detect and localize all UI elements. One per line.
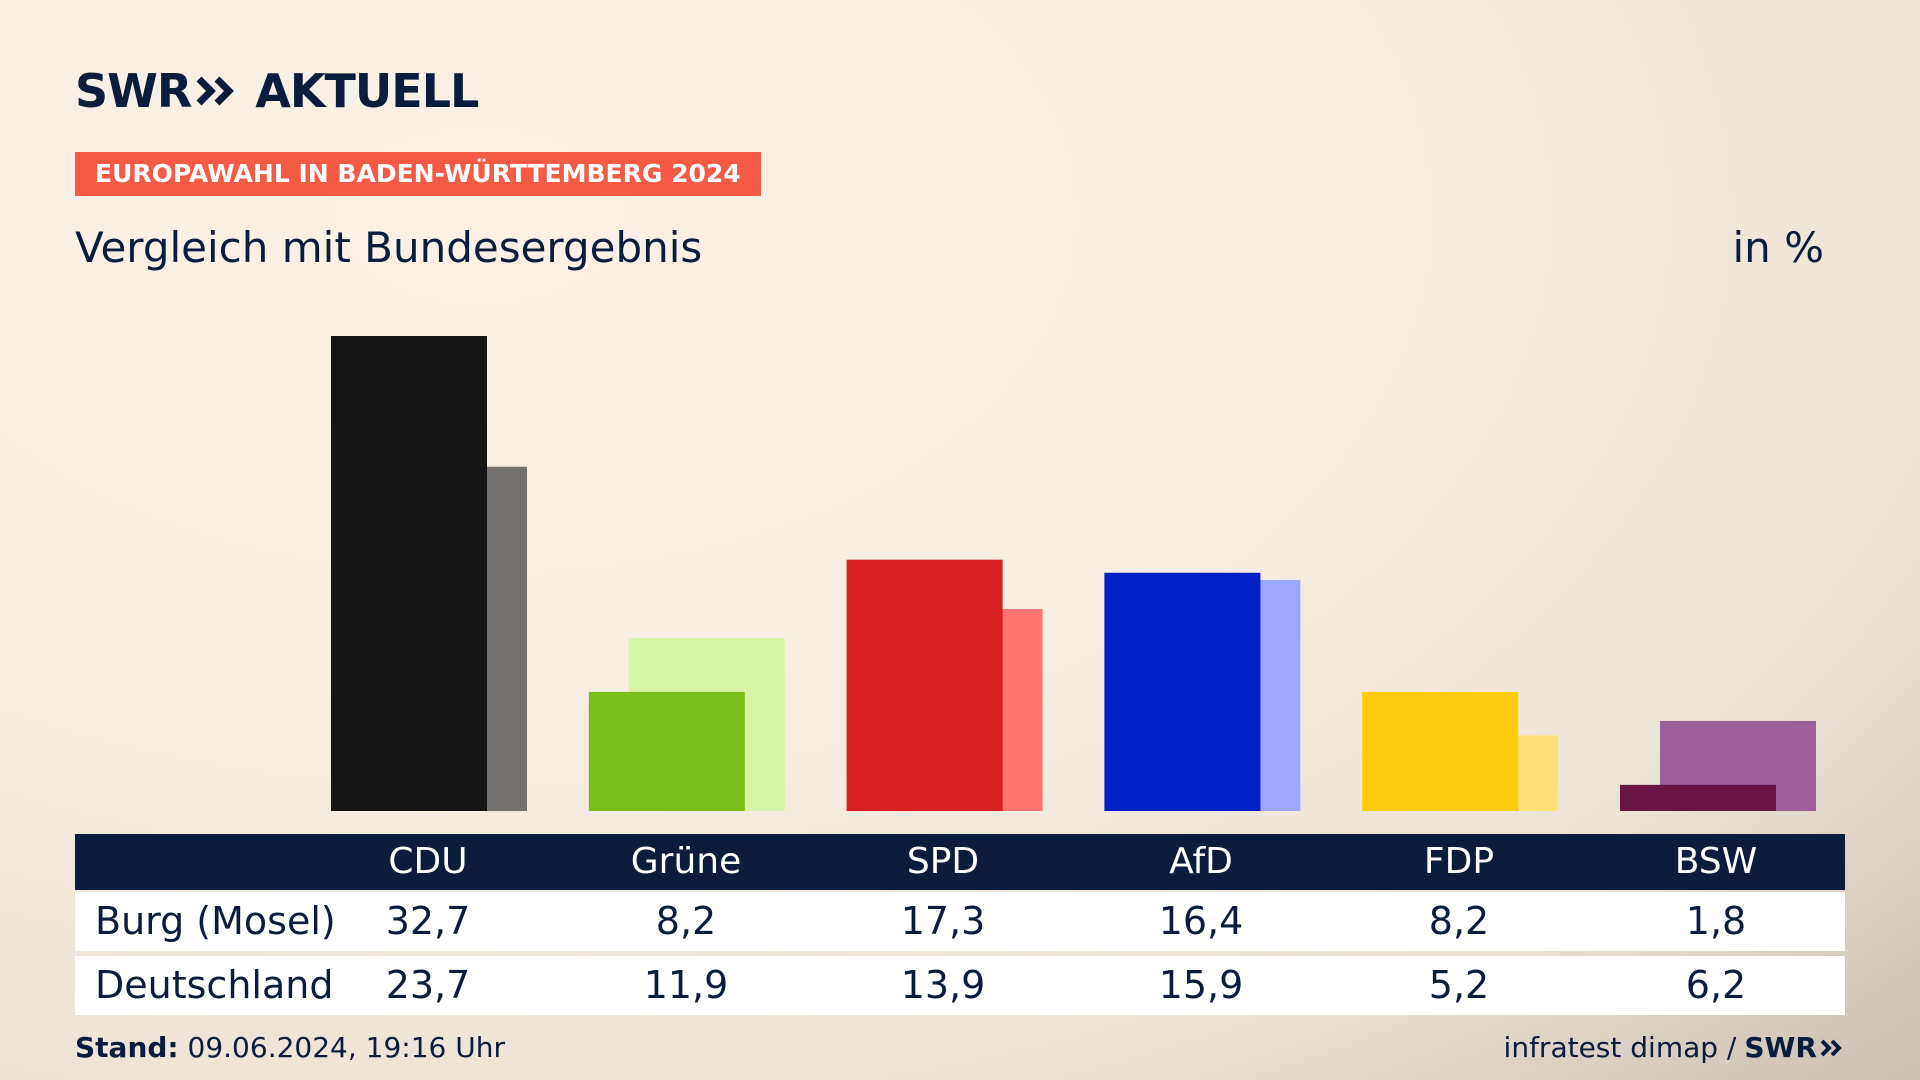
chart-subtitle: Vergleich mit Bundesergebnis xyxy=(75,223,703,272)
bar-local-afd xyxy=(1104,572,1261,811)
value-cell: 11,9 xyxy=(643,963,729,1007)
bar-local-fdp xyxy=(1362,691,1519,811)
value-cell: 17,3 xyxy=(900,899,986,943)
value-cell: 8,2 xyxy=(1428,899,1490,943)
value-cell: 23,7 xyxy=(385,963,471,1007)
swr-aktuell-logo: SWR AKTUELL xyxy=(75,64,479,118)
value-cell: 8,2 xyxy=(655,899,717,943)
value-cell: 13,9 xyxy=(900,963,986,1007)
bar-local-grüne xyxy=(588,691,745,811)
value-cell: 1,8 xyxy=(1685,899,1747,943)
row-label-local: Burg (Mosel) xyxy=(95,899,336,943)
party-header-fdp: FDP xyxy=(1423,841,1495,882)
table-header: CDU Grüne SPD AfD FDP BSW xyxy=(75,834,1845,890)
party-header-cdu: CDU xyxy=(388,841,468,882)
logo-aktuell-text: AKTUELL xyxy=(255,64,479,118)
bar-local-cdu xyxy=(331,336,487,811)
party-header-bsw: BSW xyxy=(1674,841,1758,882)
party-header-afd: AfD xyxy=(1169,841,1233,882)
party-header-gruene: Grüne xyxy=(630,841,742,882)
value-cell: 16,4 xyxy=(1158,899,1244,943)
bar-local-bsw xyxy=(1620,784,1776,811)
election-badge: EUROPAWAHL IN BADEN-WÜRTTEMBERG 2024 xyxy=(75,152,761,196)
stand-value: 09.06.2024, 19:16 Uhr xyxy=(187,1031,505,1064)
stand-label: Stand: xyxy=(75,1031,179,1064)
source-swr-logo: SWR xyxy=(1744,1031,1817,1064)
value-cell: 6,2 xyxy=(1685,963,1747,1007)
row-label-national: Deutschland xyxy=(95,963,334,1007)
source-text: infratest dimap / xyxy=(1503,1031,1737,1064)
logo-swr-text: SWR xyxy=(75,64,192,118)
double-chevron-icon xyxy=(196,76,235,106)
value-cell: 5,2 xyxy=(1428,963,1490,1007)
unit-label: in % xyxy=(1732,223,1824,272)
table-row: Deutschland 23,7 11,9 13,9 15,9 5,2 6,2 xyxy=(75,956,1845,1015)
party-header-spd: SPD xyxy=(906,841,980,882)
double-chevron-icon xyxy=(1820,1039,1842,1057)
source-credit: infratest dimap / SWR xyxy=(1504,1028,1845,1068)
bar-local-spd xyxy=(846,559,1003,811)
value-cell: 15,9 xyxy=(1158,963,1244,1007)
table-row: Burg (Mosel) 32,7 8,2 17,3 16,4 8,2 1,8 xyxy=(75,892,1845,951)
value-cell: 32,7 xyxy=(385,899,471,943)
timestamp: Stand: 09.06.2024, 19:16 Uhr xyxy=(75,1028,505,1068)
